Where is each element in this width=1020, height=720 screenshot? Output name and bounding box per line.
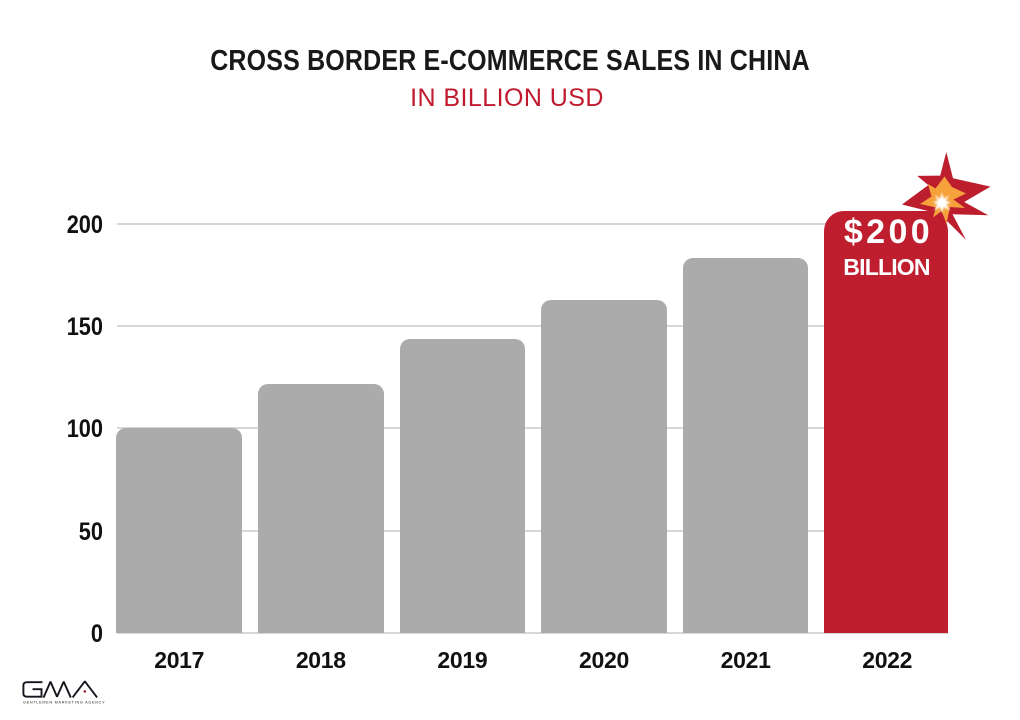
svg-text:GENTLEMEN MARKETING AGENCY: GENTLEMEN MARKETING AGENCY <box>23 700 105 704</box>
